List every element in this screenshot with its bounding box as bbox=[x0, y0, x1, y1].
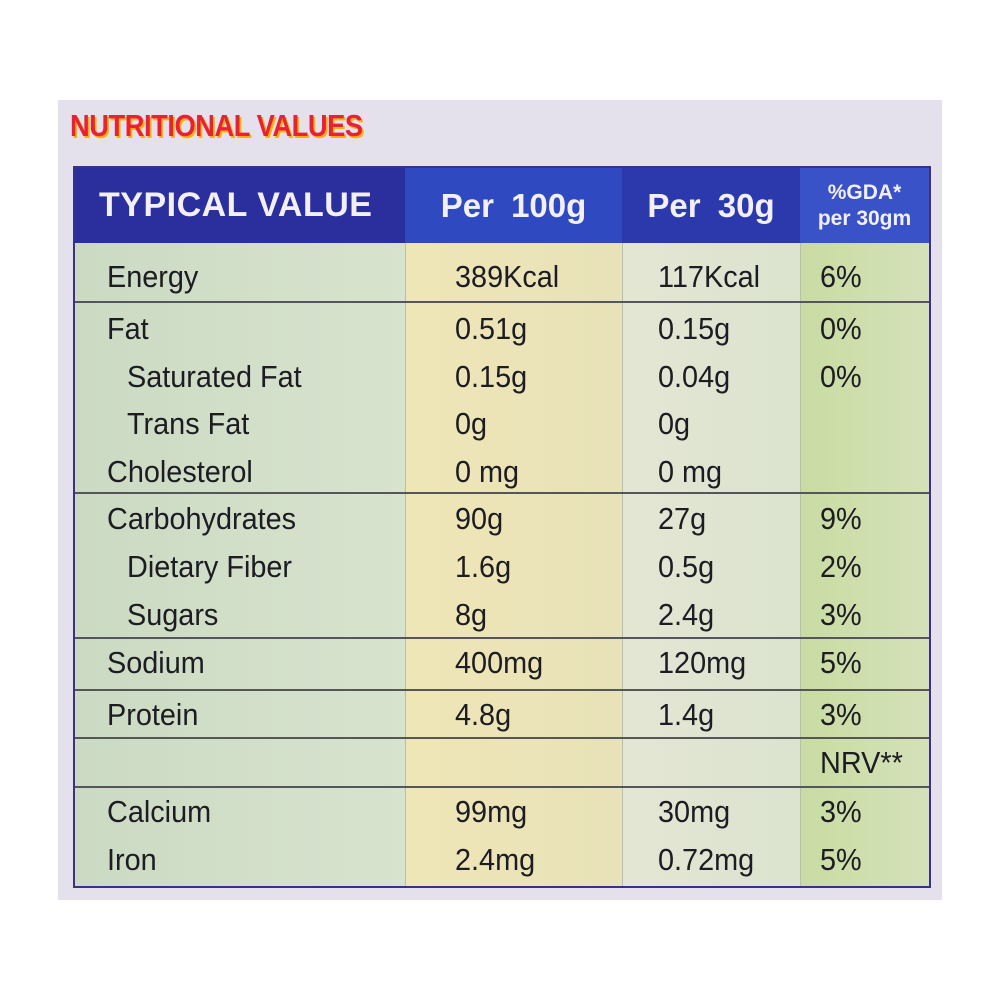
per-30g-value: 0 mg bbox=[658, 454, 723, 489]
per-30g-value: 0.15g bbox=[658, 311, 731, 346]
label-column-background bbox=[75, 168, 405, 886]
gda-value: 0% bbox=[820, 311, 862, 346]
per-100g-value: 4.8g bbox=[455, 697, 512, 732]
row-divider bbox=[75, 737, 929, 739]
gda-value: 3% bbox=[820, 597, 862, 632]
nutrient-name: Iron bbox=[107, 842, 157, 877]
table-row: Calcium 99mg 30mg 3% bbox=[75, 788, 929, 836]
table-row: Iron 2.4mg 0.72mg 5% bbox=[75, 836, 929, 884]
gda-value: 0% bbox=[820, 359, 862, 394]
table-row: Fat 0.51g 0.15g 0% bbox=[75, 305, 929, 353]
table-row: Energy 389Kcal 117Kcal 6% bbox=[75, 253, 929, 301]
nutrient-name: Saturated Fat bbox=[127, 359, 302, 394]
gda-value: 2% bbox=[820, 549, 862, 584]
per-100g-column-background bbox=[405, 168, 622, 886]
per-100g-value: 99mg bbox=[455, 794, 528, 829]
nutrition-title: NUTRITIONAL VALUES bbox=[70, 108, 363, 143]
table-row: Saturated Fat 0.15g 0.04g 0% bbox=[75, 353, 929, 401]
per-100g-value: 1.6g bbox=[455, 549, 512, 584]
gda-value: 3% bbox=[820, 697, 862, 732]
table-header: TYPICAL VALUE Per 100g Per 30g %GDA* per… bbox=[75, 168, 929, 243]
gda-value: 6% bbox=[820, 259, 862, 294]
gda-value: 9% bbox=[820, 501, 862, 536]
per-30g-value: 117Kcal bbox=[658, 259, 761, 294]
row-divider bbox=[75, 301, 929, 303]
header-per-100g: Per 100g bbox=[405, 168, 622, 243]
nutrient-name: Cholesterol bbox=[107, 454, 253, 489]
per-30g-column-background bbox=[622, 168, 800, 886]
header-typical-value: TYPICAL VALUE bbox=[75, 168, 405, 243]
table-row: Cholesterol 0 mg 0 mg bbox=[75, 448, 929, 496]
column-divider bbox=[800, 243, 801, 886]
nutrient-name: Sodium bbox=[107, 645, 205, 680]
row-divider bbox=[75, 492, 929, 494]
table-row: Trans Fat 0g 0g bbox=[75, 400, 929, 448]
per-30g-value: 0.72mg bbox=[658, 842, 755, 877]
row-divider bbox=[75, 637, 929, 639]
table-row: Sodium 400mg 120mg 5% bbox=[75, 639, 929, 687]
nutrient-name: Calcium bbox=[107, 794, 212, 829]
header-gda-line2: per 30gm bbox=[817, 206, 912, 230]
per-100g-value: 90g bbox=[455, 501, 504, 536]
nrv-value: 3% bbox=[820, 794, 862, 829]
per-100g-value: 0 mg bbox=[455, 454, 520, 489]
per-30g-value: 2.4g bbox=[658, 597, 715, 632]
per-100g-value: 2.4mg bbox=[455, 842, 536, 877]
nutrition-table: TYPICAL VALUE Per 100g Per 30g %GDA* per… bbox=[73, 166, 931, 888]
nutrient-name: Carbohydrates bbox=[107, 501, 297, 536]
nutrient-name: Energy bbox=[107, 259, 199, 294]
header-per-30g: Per 30g bbox=[622, 168, 800, 243]
per-100g-value: 389Kcal bbox=[455, 259, 560, 294]
per-30g-value: 0.5g bbox=[658, 549, 715, 584]
nrv-value: 5% bbox=[820, 842, 862, 877]
nutrient-name: Dietary Fiber bbox=[127, 549, 293, 584]
column-divider bbox=[622, 243, 623, 886]
nrv-label: NRV** bbox=[820, 745, 903, 780]
gda-column-background bbox=[800, 168, 929, 886]
per-100g-value: 0g bbox=[455, 406, 488, 441]
per-30g-value: 0.04g bbox=[658, 359, 731, 394]
nutrient-name: Sugars bbox=[127, 597, 219, 632]
per-100g-value: 8g bbox=[455, 597, 488, 632]
nutrient-name: Fat bbox=[107, 311, 149, 346]
table-row: Dietary Fiber 1.6g 0.5g 2% bbox=[75, 543, 929, 591]
per-30g-value: 30mg bbox=[658, 794, 731, 829]
row-divider bbox=[75, 689, 929, 691]
table-row: NRV** bbox=[75, 739, 929, 787]
row-divider bbox=[75, 786, 929, 788]
per-100g-value: 0.51g bbox=[455, 311, 528, 346]
per-30g-value: 120mg bbox=[658, 645, 747, 680]
header-gda: %GDA* per 30gm bbox=[800, 168, 929, 243]
nutrient-name: Trans Fat bbox=[127, 406, 250, 441]
header-gda-line1: %GDA* bbox=[827, 180, 902, 204]
per-100g-value: 0.15g bbox=[455, 359, 528, 394]
table-row: Sugars 8g 2.4g 3% bbox=[75, 591, 929, 639]
per-30g-value: 1.4g bbox=[658, 697, 715, 732]
per-30g-value: 0g bbox=[658, 406, 691, 441]
table-row: Protein 4.8g 1.4g 3% bbox=[75, 691, 929, 739]
per-100g-value: 400mg bbox=[455, 645, 544, 680]
gda-value: 5% bbox=[820, 645, 862, 680]
table-row: Carbohydrates 90g 27g 9% bbox=[75, 495, 929, 543]
nutrient-name: Protein bbox=[107, 697, 199, 732]
column-divider bbox=[405, 243, 406, 886]
per-30g-value: 27g bbox=[658, 501, 707, 536]
